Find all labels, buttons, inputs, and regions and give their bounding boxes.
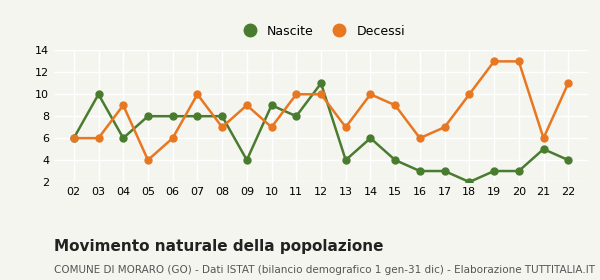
Line: Nascite: Nascite	[70, 80, 572, 185]
Nascite	[293, 115, 300, 118]
Decessi	[194, 93, 201, 96]
Nascite	[218, 115, 226, 118]
Nascite	[515, 169, 523, 173]
Decessi	[540, 136, 547, 140]
Decessi	[145, 158, 152, 162]
Decessi	[441, 125, 448, 129]
Decessi	[169, 136, 176, 140]
Decessi	[95, 136, 102, 140]
Decessi	[367, 93, 374, 96]
Decessi	[466, 93, 473, 96]
Nascite	[466, 180, 473, 184]
Line: Decessi: Decessi	[70, 58, 572, 164]
Nascite	[145, 115, 152, 118]
Decessi	[218, 125, 226, 129]
Legend: Nascite, Decessi: Nascite, Decessi	[232, 20, 410, 43]
Text: COMUNE DI MORARO (GO) - Dati ISTAT (bilancio demografico 1 gen-31 dic) - Elabora: COMUNE DI MORARO (GO) - Dati ISTAT (bila…	[54, 265, 595, 275]
Text: Movimento naturale della popolazione: Movimento naturale della popolazione	[54, 239, 383, 255]
Nascite	[367, 136, 374, 140]
Nascite	[317, 82, 325, 85]
Nascite	[243, 158, 250, 162]
Nascite	[565, 158, 572, 162]
Decessi	[268, 125, 275, 129]
Nascite	[416, 169, 424, 173]
Nascite	[194, 115, 201, 118]
Nascite	[119, 136, 127, 140]
Nascite	[490, 169, 497, 173]
Decessi	[70, 136, 77, 140]
Nascite	[268, 104, 275, 107]
Decessi	[317, 93, 325, 96]
Decessi	[119, 104, 127, 107]
Decessi	[293, 93, 300, 96]
Decessi	[243, 104, 250, 107]
Nascite	[70, 136, 77, 140]
Decessi	[515, 60, 523, 63]
Decessi	[490, 60, 497, 63]
Nascite	[342, 158, 349, 162]
Nascite	[95, 93, 102, 96]
Nascite	[540, 148, 547, 151]
Nascite	[441, 169, 448, 173]
Decessi	[416, 136, 424, 140]
Decessi	[342, 125, 349, 129]
Decessi	[392, 104, 399, 107]
Decessi	[565, 82, 572, 85]
Nascite	[169, 115, 176, 118]
Nascite	[392, 158, 399, 162]
